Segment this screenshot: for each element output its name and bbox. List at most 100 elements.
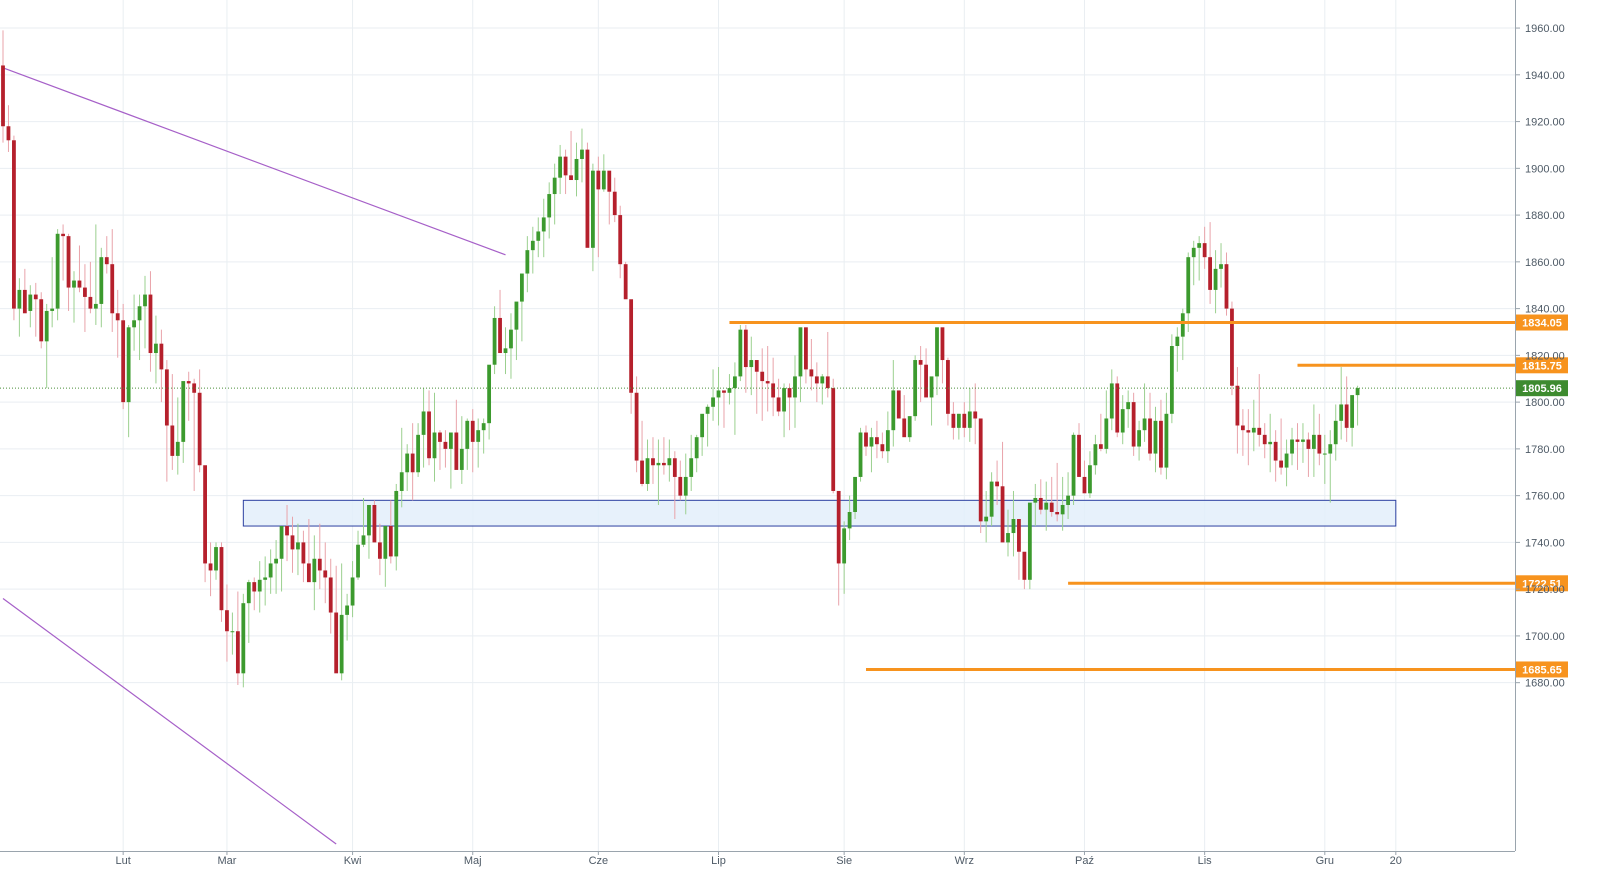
candle [470, 409, 475, 473]
candle-body [946, 360, 950, 414]
candle [765, 346, 770, 412]
candle [55, 229, 60, 321]
candle-body [1017, 519, 1021, 552]
y-tick-label: 1960.00 [1525, 23, 1565, 35]
candle-body [61, 233, 65, 237]
y-tick-label: 1940.00 [1525, 70, 1565, 82]
candle [1098, 413, 1103, 452]
candle [716, 367, 721, 426]
candle-body [918, 360, 923, 365]
candle [940, 327, 945, 384]
candle-body [274, 558, 278, 564]
candle-body [601, 170, 606, 190]
horizontal-gridlines [0, 27, 1515, 684]
candle [22, 268, 27, 314]
candle [388, 500, 393, 564]
candle [1208, 222, 1213, 304]
price-level-label: 1722.51 [1522, 578, 1562, 590]
candle-body [410, 453, 415, 473]
candle [443, 430, 448, 468]
candle-body [1066, 495, 1070, 505]
x-tick-label: 20 [1390, 855, 1402, 867]
candle-body [361, 535, 366, 545]
candle-body [798, 327, 803, 377]
candle-body [1153, 420, 1158, 454]
candle [590, 163, 595, 272]
candle [836, 490, 841, 606]
candle [727, 374, 732, 405]
candle [427, 390, 431, 466]
candle [334, 565, 339, 674]
candle-body [1131, 402, 1136, 447]
candle-body [22, 289, 27, 314]
candle [831, 378, 836, 494]
candle [274, 540, 278, 594]
candle-body [645, 458, 650, 484]
candle [541, 198, 546, 258]
candle-body [809, 369, 814, 377]
trendline-2 [2, 598, 337, 845]
candle-body [885, 430, 890, 452]
candle [771, 357, 776, 417]
candle-body [50, 308, 55, 311]
candle [569, 130, 573, 181]
candle [1311, 404, 1316, 477]
candle-body [470, 420, 475, 442]
candle-body [1268, 441, 1273, 445]
candle [296, 523, 300, 576]
x-tick-label: Lip [711, 855, 726, 867]
x-tick-label: Kwi [344, 855, 362, 867]
candle-body [399, 472, 404, 491]
candle [1328, 430, 1333, 503]
candle-body [716, 390, 721, 398]
candle [1191, 240, 1196, 286]
candle-body [607, 170, 612, 192]
candle [263, 556, 268, 606]
candle [465, 418, 470, 470]
candle-body [285, 526, 289, 536]
candle [1268, 413, 1273, 473]
candle [754, 360, 759, 414]
candle [1273, 430, 1278, 482]
candle [629, 299, 634, 414]
candle-body [552, 177, 557, 195]
price-level-label: 1815.75 [1522, 360, 1562, 372]
candle-body [1142, 418, 1147, 431]
candle-body [754, 360, 759, 372]
candle-body [541, 217, 546, 232]
candle-body [230, 631, 235, 633]
candle [1257, 374, 1262, 447]
candle [235, 591, 240, 686]
candle-body [820, 376, 825, 384]
candle [1137, 420, 1141, 461]
candle-body [28, 294, 33, 311]
candle-body [831, 388, 836, 491]
candle-body [72, 280, 76, 288]
candle [1055, 462, 1060, 522]
y-tick-label: 1740.00 [1525, 537, 1565, 549]
candle [99, 247, 104, 328]
candle-body [93, 303, 98, 309]
candle [481, 418, 486, 454]
candle-body [394, 490, 399, 557]
candle-body [924, 364, 928, 398]
candle [459, 416, 464, 484]
candle-body [536, 231, 541, 241]
candle [1104, 390, 1109, 454]
candle [252, 577, 257, 611]
candle [246, 579, 251, 643]
candle-body [257, 579, 262, 592]
candle [1279, 418, 1284, 475]
y-tick-label: 1800.00 [1525, 397, 1565, 409]
candle-body [350, 577, 355, 606]
candle [782, 383, 786, 438]
candle-body [339, 614, 344, 674]
candle [618, 205, 623, 279]
candle [1339, 367, 1344, 440]
candle [1066, 472, 1070, 520]
candle [159, 329, 164, 403]
candle-body [509, 329, 513, 349]
candle-body [416, 434, 421, 473]
price-level-label: 1834.05 [1522, 318, 1562, 330]
